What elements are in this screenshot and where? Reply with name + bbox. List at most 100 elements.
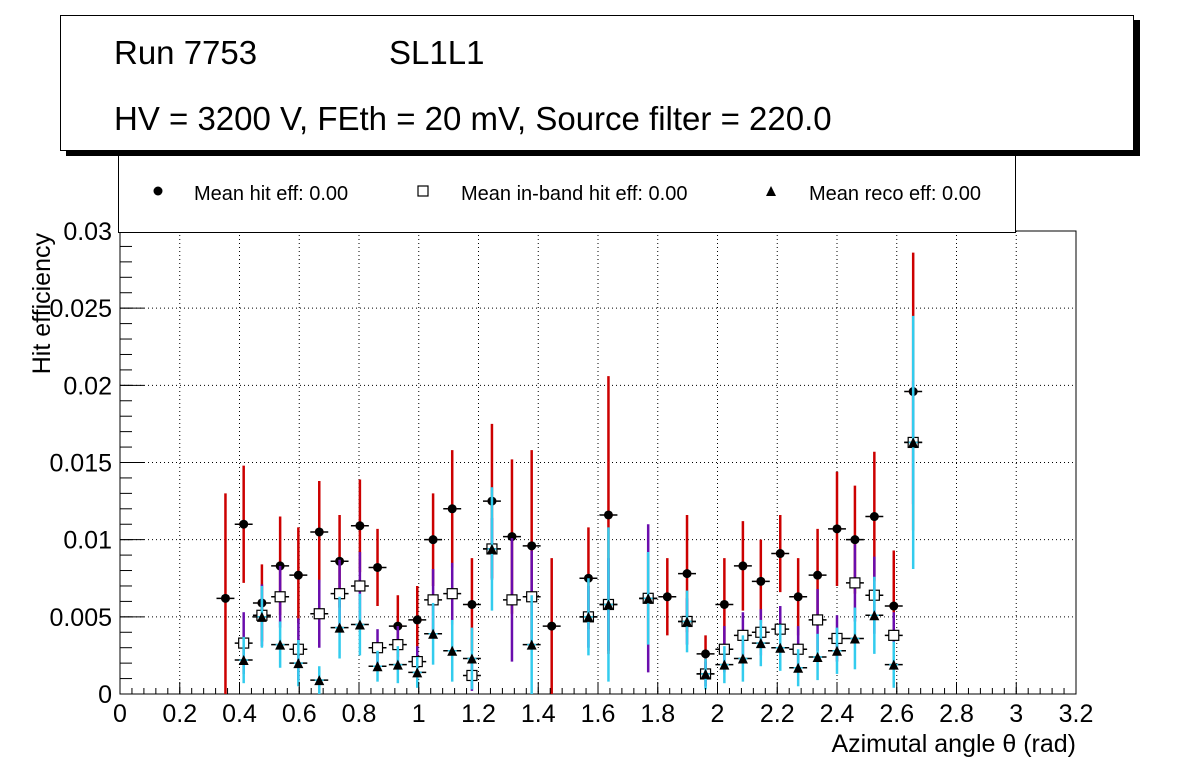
hit-point: [428, 535, 438, 545]
reco-point: [719, 659, 730, 670]
y-axis-label: Hit efficiency: [28, 233, 56, 375]
inband-point: [446, 588, 458, 600]
hit-point: [412, 615, 422, 625]
inband-point: [506, 594, 518, 606]
reco-point: [869, 610, 880, 621]
x-tick-label: 2.2: [760, 700, 795, 728]
x-axis-label: Azimutal angle θ (rad): [831, 730, 1076, 758]
hit-point: [239, 519, 249, 529]
hit-point: [756, 576, 766, 586]
reco-point: [908, 437, 919, 448]
reco-point: [888, 659, 899, 670]
x-tick-label: 3.2: [1059, 700, 1094, 728]
reco-point: [314, 675, 325, 686]
x-tick-label: 1.4: [521, 700, 556, 728]
reco-point: [372, 661, 383, 672]
settings-label: HV = 3200 V, FEth = 20 mV, Source filter…: [114, 100, 832, 137]
legend-marker-reco: [766, 186, 776, 196]
hit-point: [447, 504, 457, 514]
x-tick-label: 2.4: [820, 700, 855, 728]
hit-point: [793, 592, 803, 602]
hit-point: [869, 512, 879, 522]
x-tick-label: 3: [1009, 700, 1023, 728]
hit-point: [738, 561, 748, 571]
legend-reco-label: Mean reco eff: 0.00: [809, 183, 981, 205]
reco-point: [334, 622, 345, 633]
reco-point: [256, 611, 267, 622]
hit-point: [220, 593, 230, 603]
run-label: Run 7753: [114, 34, 258, 71]
inband-point: [274, 591, 286, 603]
y-tick-label: 0.005: [49, 604, 112, 632]
reco-point: [412, 667, 423, 678]
reco-point: [354, 619, 365, 630]
hit-point: [719, 599, 729, 609]
y-tick-label: 0.015: [49, 450, 112, 478]
reco-point: [812, 651, 823, 662]
inband-point: [354, 580, 366, 592]
x-tick-label: 0: [113, 700, 127, 728]
inband-point: [811, 614, 824, 626]
reco-point: [583, 611, 594, 622]
hit-point: [775, 549, 785, 559]
reco-point: [832, 645, 842, 656]
reco-point: [755, 638, 766, 649]
legend-inband-label: Mean in-band hit eff: 0.00: [461, 183, 688, 205]
reco-point: [603, 599, 614, 610]
series-1: [216, 252, 923, 694]
x-tick-label: 1.2: [461, 700, 496, 728]
hit-point: [889, 601, 899, 611]
hit-point: [373, 562, 383, 572]
data-marks: [216, 252, 923, 694]
legend-marker-hit: [153, 186, 163, 196]
series-3: [234, 315, 923, 694]
reco-point: [793, 662, 804, 673]
x-tick-label: 1: [412, 700, 426, 728]
legend-hit-label: Mean hit eff: 0.00: [194, 183, 349, 205]
x-tick-label: 2: [711, 700, 725, 728]
x-tick-label: 1.8: [640, 700, 675, 728]
reco-point: [293, 658, 304, 669]
reco-point: [682, 616, 693, 627]
hit-point: [467, 599, 477, 609]
x-tick-label: 2.8: [939, 700, 974, 728]
reco-point: [486, 543, 497, 554]
inband-point: [313, 608, 325, 620]
y-tick-label: 0.02: [63, 372, 112, 400]
series-2: [234, 380, 923, 691]
reco-point: [849, 633, 860, 644]
hit-point: [507, 532, 517, 542]
y-tick-label: 0.03: [63, 218, 112, 246]
hit-point: [314, 527, 324, 537]
hit-point: [682, 569, 692, 579]
x-tick-label: 1.6: [581, 700, 616, 728]
reco-point: [737, 653, 748, 664]
reco-point: [447, 645, 458, 656]
hit-point: [850, 535, 860, 545]
hit-point: [832, 524, 842, 534]
reco-point: [700, 668, 711, 679]
x-tick-label: 2.6: [879, 700, 914, 728]
reco-point: [466, 653, 477, 664]
legend-marker-inband: [417, 185, 429, 197]
hit-point: [701, 649, 711, 659]
reco-point: [392, 659, 403, 670]
inband-point: [849, 577, 861, 589]
reco-point: [275, 639, 286, 650]
y-tick-label: 0.025: [49, 295, 112, 323]
axes: 0 0.2 0.4 0.6 0.8 1 1.2 1.4 1.6 1.8 2 2.2 2.4 2.6 2.8 3…: [49, 218, 1093, 728]
hit-point: [662, 592, 672, 602]
reco-point: [643, 593, 654, 604]
x-tick-label: 0.4: [222, 700, 257, 728]
layer-label: SL1L1: [389, 34, 485, 71]
grid-lines: [120, 231, 1076, 694]
inband-point: [888, 629, 900, 641]
reco-point: [775, 642, 786, 653]
x-tick-label: 0.8: [342, 700, 377, 728]
hit-point: [293, 570, 303, 580]
reco-point: [238, 655, 249, 666]
title-box: Run 7753 SL1L1 HV = 3200 V, FEth = 20 mV…: [60, 15, 1134, 151]
hit-point: [603, 510, 613, 520]
y-tick-label: 0: [98, 681, 112, 709]
